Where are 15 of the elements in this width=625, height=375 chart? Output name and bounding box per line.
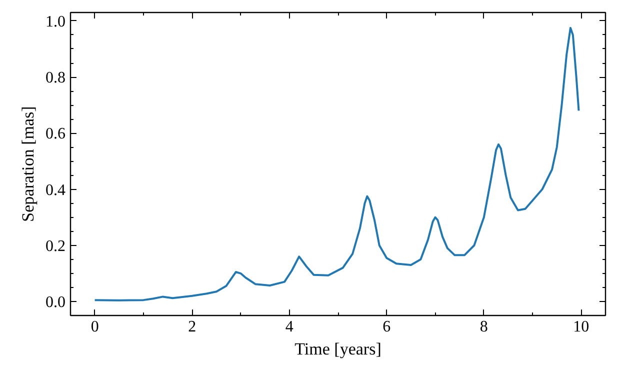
x-tick-label: 0 (90, 318, 99, 336)
y-tick-label: 0.2 (46, 238, 66, 255)
x-axis-title: Time [years] (294, 340, 382, 358)
y-tick-label: 1.0 (46, 13, 66, 30)
y-tick-label: 0.6 (46, 126, 66, 143)
x-tick-label: 10 (573, 318, 590, 336)
y-tick-label: 0.8 (46, 70, 66, 87)
y-tick-label: 0.0 (46, 294, 66, 311)
y-axis-title: Separation [mas] (18, 106, 38, 222)
line-series (94, 26, 580, 302)
x-tick-label: 6 (382, 318, 391, 336)
x-tick-label: 8 (480, 318, 488, 336)
x-tick-label: 2 (188, 318, 196, 336)
y-tick-label: 0.4 (46, 182, 66, 199)
x-tick-label: 4 (285, 318, 294, 336)
